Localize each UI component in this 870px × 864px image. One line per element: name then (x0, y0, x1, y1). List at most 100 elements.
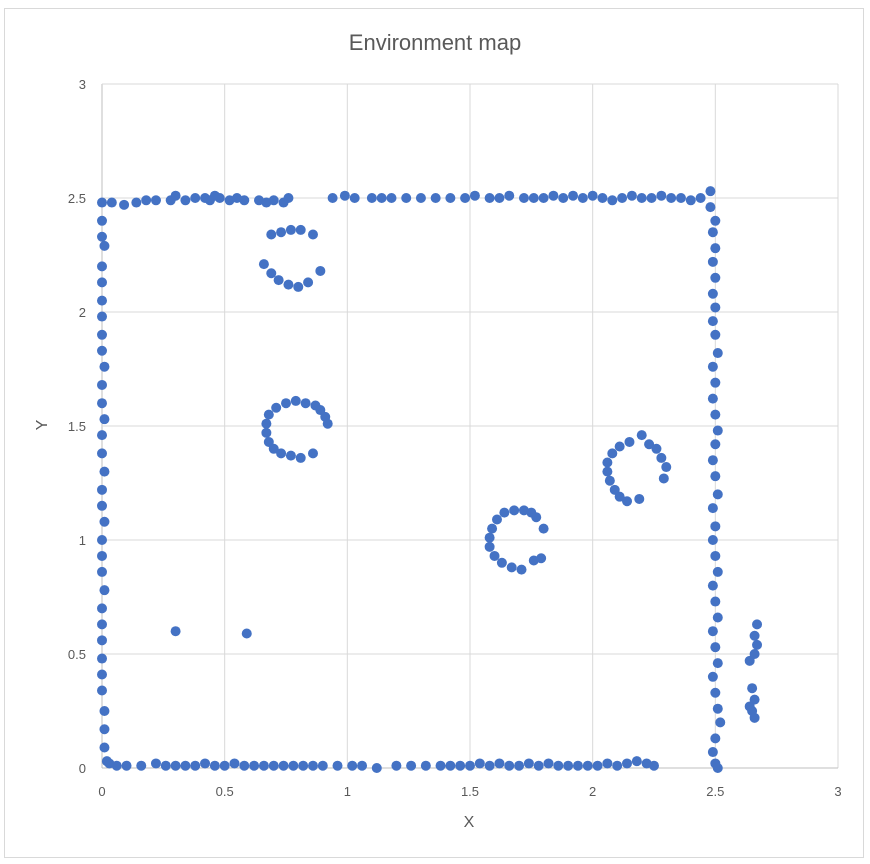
data-point (322, 418, 333, 429)
data-point (97, 311, 107, 322)
data-point (219, 760, 230, 771)
data-point (749, 630, 760, 641)
data-point (97, 635, 107, 646)
data-point (263, 409, 274, 420)
data-point (170, 626, 181, 637)
data-point (106, 197, 117, 208)
data-point (293, 281, 304, 292)
data-point (97, 379, 107, 390)
data-point (752, 619, 763, 630)
x-tick-labels: 0 0.5 1 1.5 2 2.5 3 (98, 784, 841, 799)
data-point (634, 493, 645, 504)
data-point (658, 473, 669, 484)
data-point (357, 760, 368, 771)
y-tick-label: 0.5 (68, 647, 86, 662)
data-point (504, 760, 515, 771)
data-point (649, 760, 659, 771)
data-point (661, 462, 672, 473)
data-point (509, 505, 520, 516)
data-point (97, 484, 107, 495)
data-point (710, 687, 721, 698)
data-point (97, 550, 107, 561)
data-point (307, 760, 318, 771)
gridlines (101, 83, 839, 769)
data-point (401, 193, 412, 203)
y-tick-label: 2.5 (68, 191, 86, 206)
data-point (131, 197, 142, 208)
data-point (563, 760, 574, 771)
data-point (209, 760, 220, 771)
data-point (518, 193, 529, 203)
data-point (624, 436, 635, 447)
data-point (607, 195, 618, 206)
data-point (97, 231, 107, 242)
data-point (614, 441, 625, 452)
data-point (386, 193, 397, 203)
data-point (214, 193, 225, 203)
y-tick-label: 0 (79, 761, 86, 776)
data-point (249, 760, 260, 771)
data-point (283, 193, 294, 203)
data-point (97, 566, 107, 577)
data-point (180, 760, 191, 771)
data-point (170, 190, 181, 201)
data-point (97, 277, 107, 288)
data-point (97, 685, 107, 696)
data-point (536, 553, 547, 564)
data-point (99, 466, 110, 477)
data-point (97, 345, 107, 356)
data-point (707, 626, 718, 637)
data-point (258, 259, 269, 270)
data-point (666, 193, 677, 203)
data-point (97, 430, 107, 441)
data-point (484, 193, 495, 203)
data-point (707, 503, 718, 514)
data-point (710, 409, 721, 420)
data-point (266, 268, 277, 279)
data-point (317, 760, 328, 771)
data-point (685, 195, 696, 206)
data-point (712, 612, 723, 623)
data-point (97, 669, 107, 680)
data-point (626, 190, 637, 201)
data-point (705, 202, 716, 213)
data-point (710, 329, 721, 340)
data-point (266, 229, 277, 240)
data-point (349, 193, 360, 203)
data-point (97, 197, 107, 208)
data-point (268, 760, 279, 771)
data-point (97, 653, 107, 664)
data-point (707, 580, 718, 591)
data-point (744, 701, 755, 712)
data-point (710, 302, 721, 313)
data-point (315, 265, 326, 276)
data-point (111, 760, 122, 771)
data-point (710, 596, 721, 607)
data-point (435, 760, 446, 771)
y-tick-label: 1 (79, 533, 86, 548)
data-point (307, 229, 318, 240)
data-point (622, 758, 633, 769)
data-point (136, 760, 147, 771)
data-point (484, 760, 495, 771)
data-point (281, 398, 291, 409)
data-point (528, 193, 539, 203)
data-point (150, 195, 161, 206)
data-point (141, 195, 152, 206)
data-point (491, 514, 502, 525)
data-point (119, 199, 130, 210)
data-point (445, 193, 456, 203)
data-point (675, 193, 686, 203)
data-point (239, 195, 250, 206)
data-point (707, 288, 718, 299)
data-point (558, 193, 569, 203)
data-point (494, 193, 505, 203)
data-point (190, 760, 201, 771)
data-point (656, 190, 667, 201)
x-tick-label: 1.5 (461, 784, 479, 799)
data-point (707, 455, 718, 466)
data-point (303, 277, 314, 288)
data-point (300, 398, 311, 409)
data-point (327, 193, 338, 203)
